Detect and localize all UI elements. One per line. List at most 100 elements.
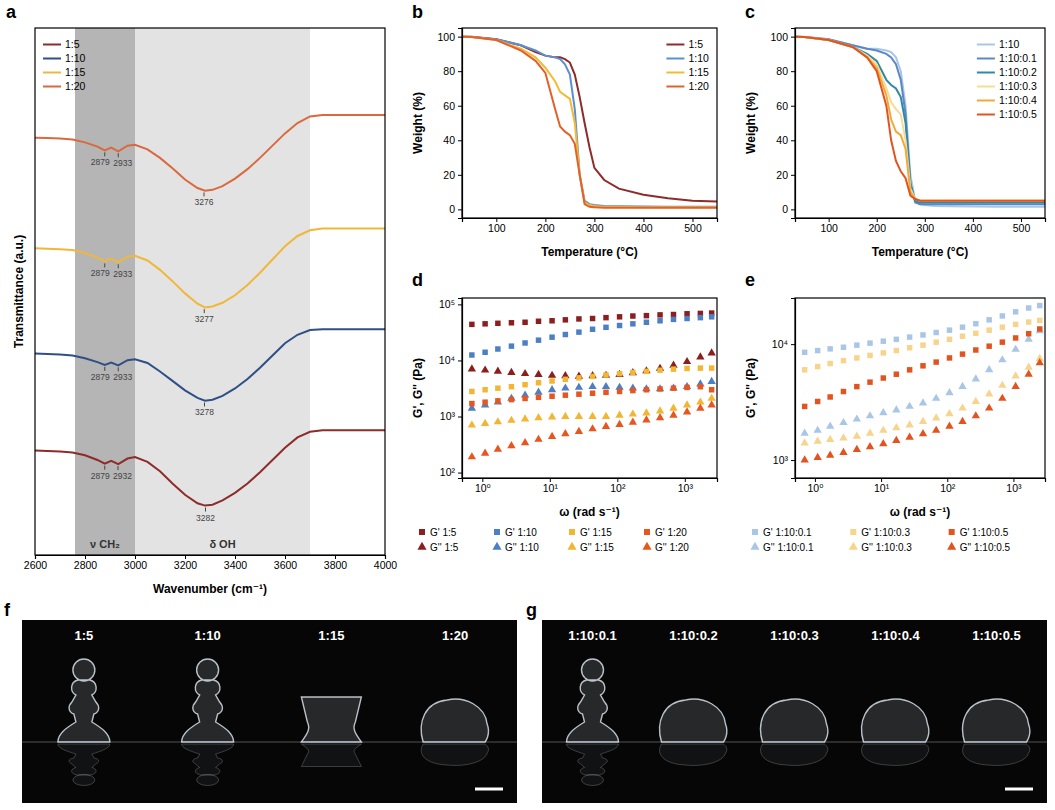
point <box>707 377 715 384</box>
yticks-axis: 020406080100 <box>770 29 795 219</box>
series-points <box>802 326 1043 409</box>
legend-item: 1:10 <box>977 38 1020 50</box>
point <box>494 367 502 374</box>
legend-key <box>419 529 425 535</box>
legend-label: G' 1:10:0.3 <box>861 527 910 538</box>
legend-label: 1:10 <box>999 38 1020 50</box>
tick-mark <box>458 360 462 361</box>
tick: 500 <box>1013 218 1031 234</box>
point <box>707 400 715 407</box>
point <box>509 320 514 325</box>
point <box>671 312 676 317</box>
point <box>933 339 938 344</box>
point <box>536 319 541 324</box>
point <box>603 372 608 377</box>
point <box>617 314 622 319</box>
point <box>657 367 662 372</box>
tick-label: 10¹ <box>543 482 559 494</box>
legend-item: 1:20 <box>666 80 709 92</box>
sample-reflection <box>58 744 110 786</box>
point <box>709 387 714 392</box>
panel-d: 10⁰10¹10²10³10²10³10⁴10⁵ω (rad s⁻¹)G', G… <box>411 298 718 553</box>
legend-item: G'' 1:10:0.3 <box>849 542 913 553</box>
point <box>468 364 476 371</box>
point <box>1011 345 1019 352</box>
sample-label: 1:10:0.2 <box>669 628 717 643</box>
point <box>905 402 913 409</box>
sample-reflection <box>567 744 619 786</box>
tick: 60 <box>776 100 795 112</box>
point <box>867 379 872 384</box>
point <box>602 412 610 419</box>
tick: 100 <box>770 30 795 42</box>
tick-mark <box>185 555 186 559</box>
panel-f: 1:51:101:151:20 <box>22 620 517 803</box>
tick-label: 20 <box>443 169 455 181</box>
tick: 2600 <box>24 555 48 571</box>
tick: 2800 <box>74 555 98 571</box>
point <box>881 375 886 380</box>
point <box>617 323 622 328</box>
point <box>657 318 662 323</box>
legend: 1:51:101:151:20 <box>666 38 709 92</box>
series-points <box>469 314 714 358</box>
legend-key <box>494 529 500 535</box>
point <box>630 313 635 318</box>
legend-item: G' 1:10:0.1 <box>752 527 812 538</box>
point <box>495 398 500 403</box>
point <box>615 411 623 418</box>
point <box>590 327 595 332</box>
point <box>985 389 993 396</box>
legend-item: 1:10 <box>43 52 86 64</box>
point <box>932 413 940 420</box>
point <box>958 417 966 424</box>
sample-reflection <box>421 744 488 765</box>
tick-mark <box>550 478 551 482</box>
point <box>802 367 807 372</box>
peak-label: 2879 <box>91 372 110 382</box>
point <box>826 435 834 442</box>
point <box>481 449 489 456</box>
tick-mark <box>829 218 830 222</box>
series-line <box>462 37 717 202</box>
point <box>879 426 887 433</box>
point <box>671 366 676 371</box>
point <box>998 381 1006 388</box>
peak-label: 2933 <box>113 372 132 382</box>
sample <box>58 659 110 742</box>
xticks-axis: 10⁰10¹10²10³ <box>796 478 1046 494</box>
legend-label: G' 1:5 <box>430 527 457 538</box>
yticks-axis: 020406080100 <box>437 29 462 219</box>
legend-key <box>569 529 575 535</box>
tick-label: 10³ <box>678 482 694 494</box>
legend-item: G'' 1:10:0.5 <box>947 542 1011 553</box>
sample-reflection <box>963 744 1030 765</box>
point <box>588 412 596 419</box>
point <box>603 325 608 330</box>
series-points <box>468 394 716 428</box>
tick-mark <box>947 478 948 482</box>
tick-mark <box>458 417 462 418</box>
point <box>945 409 953 416</box>
point <box>669 411 677 418</box>
tick: 100 <box>437 30 462 42</box>
peak-tick <box>104 367 105 371</box>
point <box>588 382 596 389</box>
legend-label: 1:5 <box>688 38 703 50</box>
legend-key <box>644 529 650 535</box>
point <box>1037 326 1042 331</box>
tick: 200 <box>868 218 886 234</box>
y-axis-title: G', G'' (Pa) <box>744 358 758 418</box>
point <box>644 320 649 325</box>
panel-label: b <box>412 2 423 22</box>
legend-key <box>850 529 856 535</box>
point <box>576 375 581 380</box>
plot-frame <box>795 28 1045 218</box>
point <box>854 384 859 389</box>
tick-label: 10³ <box>1006 482 1022 494</box>
point <box>602 422 610 429</box>
legend-item: G'' 1:10:0.1 <box>750 542 814 553</box>
marks <box>468 310 716 459</box>
axis-line <box>791 299 796 479</box>
point <box>642 408 650 415</box>
